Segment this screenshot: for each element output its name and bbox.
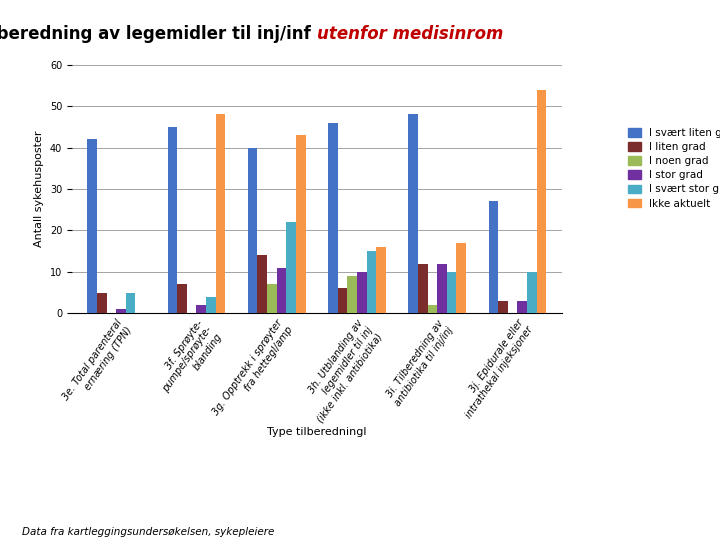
Bar	[418, 264, 428, 313]
Bar	[376, 247, 386, 313]
Bar	[408, 114, 418, 313]
Bar	[489, 201, 498, 313]
Bar	[498, 301, 508, 313]
X-axis label: Type tilberedningl: Type tilberedningl	[267, 427, 366, 437]
Bar	[296, 135, 305, 313]
Bar	[276, 268, 287, 313]
Bar	[328, 123, 338, 313]
Bar	[258, 255, 267, 313]
Bar	[536, 90, 546, 313]
Bar	[338, 288, 347, 313]
Bar	[437, 264, 447, 313]
Bar	[447, 272, 456, 313]
Bar	[168, 127, 177, 313]
Text: utenfor medisinrom: utenfor medisinrom	[317, 25, 503, 43]
Text: Tilberedning av legemidler til inj/inf: Tilberedning av legemidler til inj/inf	[0, 25, 317, 43]
Bar	[206, 296, 216, 313]
Y-axis label: Antall sykehusposter: Antall sykehusposter	[35, 131, 45, 247]
Bar	[527, 272, 536, 313]
Bar	[248, 147, 258, 313]
Bar	[267, 284, 276, 313]
Bar	[357, 272, 366, 313]
Bar	[177, 284, 186, 313]
Bar	[366, 251, 376, 313]
Bar	[347, 276, 357, 313]
Text: Data fra kartleggingsundersøkelsen, sykepleiere: Data fra kartleggingsundersøkelsen, syke…	[22, 526, 274, 537]
Legend: I svært liten grad, I liten grad, I noen grad, I stor grad, I svært stor grad, I: I svært liten grad, I liten grad, I noen…	[625, 125, 720, 212]
Bar	[428, 305, 437, 313]
Bar	[87, 139, 97, 313]
Bar	[116, 309, 126, 313]
Bar	[197, 305, 206, 313]
Bar	[287, 222, 296, 313]
Bar	[518, 301, 527, 313]
Bar	[456, 243, 466, 313]
Bar	[216, 114, 225, 313]
Bar	[97, 293, 107, 313]
Bar	[126, 293, 135, 313]
